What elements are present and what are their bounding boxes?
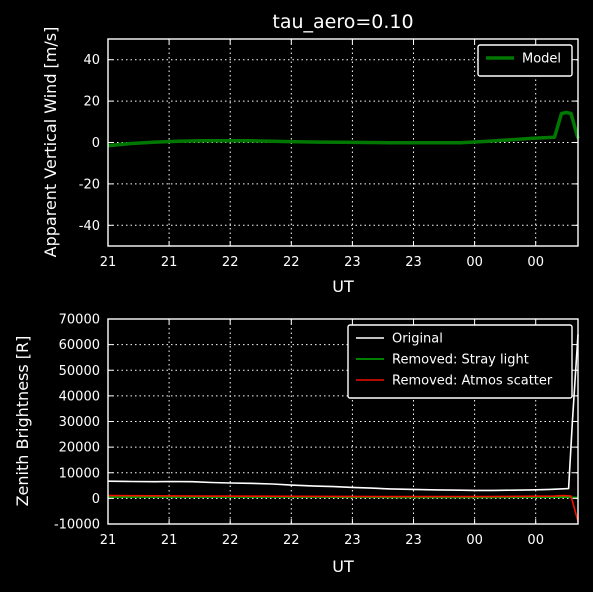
- bottom-y-tick-label: 20000: [59, 441, 100, 456]
- bottom-y-tick-label: 40000: [59, 389, 100, 404]
- bottom-series-line-removed-atmos-scatter: [107, 494, 579, 522]
- top-x-tick-label: 00: [466, 255, 483, 270]
- bottom-series-line-original: [107, 334, 579, 492]
- bottom-legend-label-removed-stray-light: Removed: Stray light: [392, 353, 529, 368]
- bottom-legend-box: [347, 324, 573, 399]
- top-y-tick-label: 40: [83, 53, 100, 68]
- bottom-legend-label-original: Original: [392, 332, 443, 347]
- top-x-tick-label: 22: [283, 255, 300, 270]
- top-x-tick-label: 23: [405, 255, 422, 270]
- top-x-tick-label: 21: [161, 255, 178, 270]
- top-y-tick-label: 20: [83, 95, 100, 110]
- top-y-tick-label: -40: [79, 219, 100, 234]
- bottom-x-tick-label: 21: [161, 533, 178, 548]
- top-y-axis-label: Apparent Vertical Wind [m/s]: [41, 27, 60, 258]
- bottom-y-tick-label: -10000: [54, 518, 100, 533]
- bottom-y-tick-label: 60000: [59, 338, 100, 353]
- bottom-x-tick-label: 21: [100, 533, 117, 548]
- bottom-y-tick-label: 30000: [59, 415, 100, 430]
- top-x-tick-label: 23: [344, 255, 361, 270]
- bottom-y-tick-label: 50000: [59, 364, 100, 379]
- top-x-axis-label: UT: [332, 277, 354, 296]
- top-legend-box: [477, 44, 573, 77]
- bottom-y-axis-label: Zenith Brightness [R]: [13, 336, 32, 507]
- top-series-line-model: [107, 110, 580, 148]
- chart-title: tau_aero=0.10: [272, 11, 413, 33]
- bottom-x-tick-label: 22: [283, 533, 300, 548]
- bottom-y-tick-label: 0: [92, 492, 100, 507]
- bottom-x-tick-label: 00: [527, 533, 544, 548]
- bottom-x-tick-label: 22: [222, 533, 239, 548]
- bottom-y-tick-label: 10000: [59, 466, 100, 481]
- top-x-tick-label: 21: [100, 255, 117, 270]
- top-x-tick-label: 22: [222, 255, 239, 270]
- bottom-x-tick-label: 00: [466, 533, 483, 548]
- bottom-x-axis-label: UT: [332, 557, 354, 576]
- top-x-tick-label: 00: [527, 255, 544, 270]
- top-plot-area: -40 -20 0 20 40 21 21 22 22 23 23 00 00 Model: [79, 38, 580, 270]
- bottom-x-tick-label: 23: [344, 533, 361, 548]
- bottom-x-tick-label: 23: [405, 533, 422, 548]
- bottom-y-tick-label: 70000: [59, 313, 100, 328]
- bottom-plot-area: -10000 0 10000 20000 30000 40000 50000 60000 700…: [54, 313, 579, 548]
- top-y-tick-label: 0: [92, 136, 100, 151]
- top-legend-label-model: Model: [522, 52, 561, 67]
- top-legend: Model: [477, 44, 573, 77]
- top-y-tick-label: -20: [79, 177, 100, 192]
- bottom-legend: Original Removed: Stray light Removed: Atm…: [347, 324, 573, 399]
- bottom-legend-label-removed-atmos-scatter: Removed: Atmos scatter: [392, 374, 553, 389]
